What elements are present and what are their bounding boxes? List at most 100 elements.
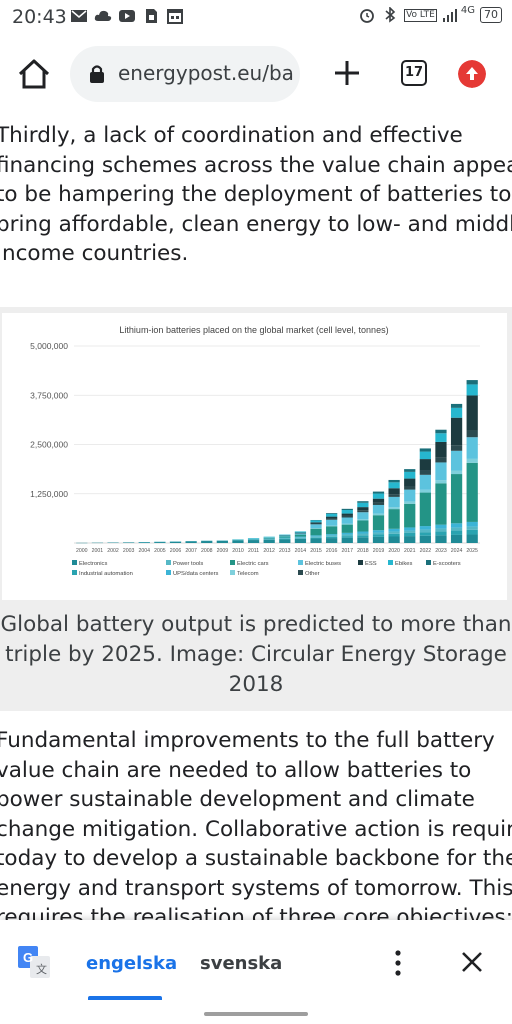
- bar-segment: [279, 535, 291, 537]
- bar-segment: [435, 535, 447, 543]
- legend-swatch: [166, 560, 171, 565]
- bar-segment: [357, 519, 369, 521]
- bar-segment: [466, 384, 478, 396]
- bar-segment: [341, 517, 353, 524]
- bar-segment: [341, 513, 353, 516]
- bar-segment: [450, 417, 463, 446]
- bar-segment: [326, 535, 338, 537]
- bar-segment: [466, 526, 478, 530]
- bar-segment: [279, 538, 291, 540]
- bar-segment: [466, 437, 478, 459]
- bar-segment: [263, 538, 275, 540]
- bar-segment: [326, 518, 338, 520]
- x-tick-label: 2024: [451, 548, 463, 554]
- bar-segment: [341, 532, 353, 535]
- legend-swatch: [388, 560, 393, 565]
- bar-segment: [294, 538, 307, 543]
- bar-segment: [216, 540, 228, 543]
- bar-segment: [326, 538, 338, 543]
- caption-line: Global battery output is predicted to mo…: [0, 612, 512, 637]
- bar-segment: [279, 536, 291, 538]
- bar-segment: [466, 521, 478, 527]
- bar-segment: [310, 537, 322, 539]
- caption-line: triple by 2025. Image: Circular Energy S…: [5, 642, 507, 667]
- bar-segment: [169, 541, 182, 543]
- bar-segment: [279, 534, 291, 536]
- bar-segment: [388, 479, 400, 483]
- legend-label: Industrial automation: [79, 571, 133, 577]
- legend-label: Ebikes: [395, 561, 413, 567]
- bar-segment: [326, 534, 338, 536]
- bar-segment: [450, 403, 463, 408]
- bar-segment: [419, 451, 431, 460]
- more-vert-icon[interactable]: [388, 948, 408, 978]
- update-arrow-icon[interactable]: [458, 60, 486, 88]
- home-icon[interactable]: [14, 54, 54, 94]
- bar-segment: [357, 535, 369, 538]
- bar-segment: [466, 395, 478, 431]
- bar-segment: [466, 529, 478, 535]
- bar-segment: [372, 498, 385, 503]
- x-tick-label: 2015: [310, 548, 322, 554]
- bar-segment: [404, 489, 416, 502]
- bar-segment: [263, 537, 275, 539]
- bar-segment: [388, 496, 400, 508]
- bar-segment: [435, 457, 447, 463]
- legend-label: Electric buses: [305, 561, 341, 567]
- bar-segment: [450, 470, 463, 475]
- bar-segment: [310, 523, 322, 525]
- legend-label: Other: [305, 571, 320, 577]
- bar-segment: [326, 525, 338, 527]
- network-type: 4G: [460, 5, 475, 16]
- system-icons: Vo LTE 4G 70: [358, 5, 502, 23]
- bar-segment: [435, 433, 447, 442]
- url-text: energypost.eu/ba: [118, 61, 294, 85]
- tab-target-language[interactable]: svenska: [200, 953, 283, 974]
- bar-segment: [341, 537, 353, 543]
- x-tick-label: 2000: [76, 548, 88, 554]
- paragraph-line: value chain are needed to allow batterie…: [0, 757, 472, 783]
- volte-icon: Vo LTE: [404, 8, 437, 22]
- bar-segment: [435, 429, 447, 434]
- legend-label: Telecom: [237, 571, 259, 577]
- bar-segment: [435, 480, 447, 484]
- bar-segment: [154, 541, 166, 543]
- legend-label: Electric cars: [237, 561, 269, 567]
- tab-switcher-button[interactable]: 17: [401, 60, 427, 86]
- legend-swatch: [166, 570, 171, 575]
- y-tick-label: 1,250,000: [30, 489, 68, 499]
- x-tick-label: 2013: [279, 548, 291, 554]
- bar-segment: [341, 524, 353, 533]
- bar-segment: [185, 541, 197, 543]
- youtube-icon: [119, 10, 135, 22]
- x-tick-label: 2022: [420, 548, 432, 554]
- bar-segment: [341, 508, 353, 511]
- new-tab-icon[interactable]: [330, 56, 364, 90]
- bar-segment: [404, 527, 416, 531]
- chart-image[interactable]: Lithium-ion batteries placed on the glob…: [2, 313, 507, 600]
- x-tick-label: 2020: [388, 548, 400, 554]
- bar-segment: [372, 513, 385, 516]
- bar-segment: [201, 541, 213, 543]
- bar-segment: [372, 493, 385, 499]
- close-icon[interactable]: [460, 950, 484, 974]
- active-tab-indicator: [88, 996, 162, 1000]
- bar-segment: [326, 513, 338, 517]
- status-time: 20:43: [12, 6, 67, 28]
- bar-segment: [294, 531, 307, 533]
- bar-segment: [247, 539, 260, 541]
- x-tick-label: 2010: [232, 548, 244, 554]
- bar-segment: [294, 533, 307, 535]
- bar-segment: [123, 542, 135, 543]
- bar-segment: [404, 469, 416, 472]
- tab-source-language[interactable]: engelska: [86, 953, 178, 974]
- legend-swatch: [72, 560, 77, 565]
- url-bar[interactable]: energypost.eu/ba: [70, 46, 300, 102]
- x-tick-label: 2003: [123, 548, 135, 554]
- legend-swatch: [426, 560, 431, 565]
- bar-segment: [357, 510, 369, 513]
- status-bar: 20:43 Vo LTE 4G 70: [0, 0, 512, 34]
- bar-segment: [341, 523, 353, 525]
- gesture-nav-handle[interactable]: [204, 1012, 308, 1016]
- x-tick-label: 2006: [170, 548, 182, 554]
